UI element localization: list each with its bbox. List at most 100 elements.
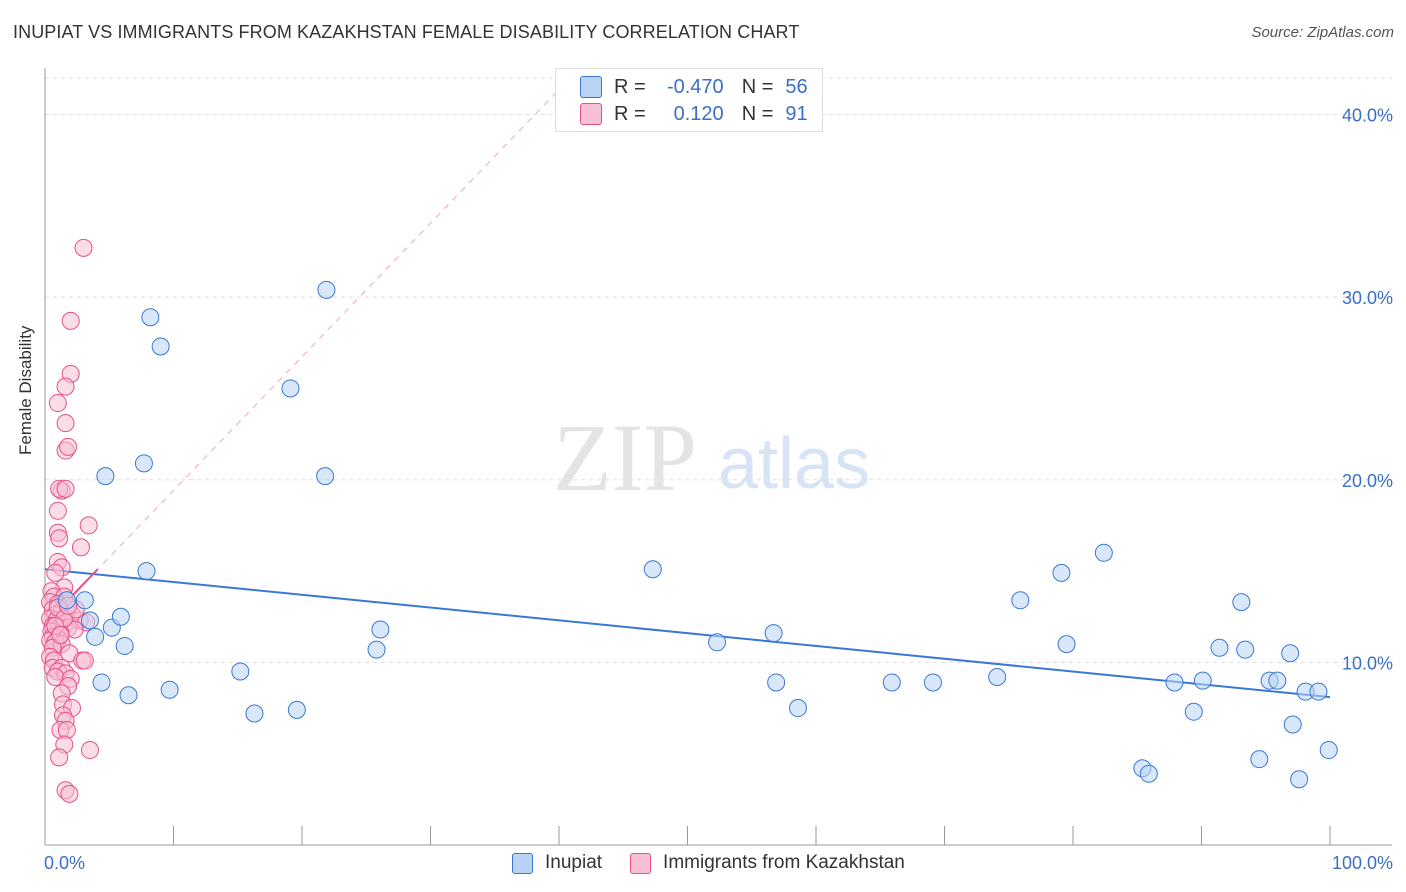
- scatter-point: [767, 673, 786, 692]
- scatter-point: [137, 562, 156, 581]
- scatter-point: [74, 238, 93, 257]
- scatter-point: [115, 636, 134, 655]
- scatter-point: [1193, 671, 1212, 690]
- scatter-point: [96, 467, 115, 486]
- watermark-zip: ZIP: [553, 404, 697, 511]
- scatter-point: [245, 704, 264, 723]
- source-label: Source: ZipAtlas.com: [1251, 24, 1394, 41]
- legend-row-inupiat: R = -0.470 N = 56: [580, 75, 808, 99]
- scatter-point: [50, 748, 69, 767]
- scatter-point: [1268, 671, 1287, 690]
- scatter-point: [59, 437, 78, 456]
- legend-r-value: 0.120: [673, 102, 724, 125]
- y-tick-label: 20.0%: [1342, 471, 1393, 491]
- scatter-point: [141, 308, 160, 327]
- legend-swatch-pink: [580, 103, 602, 125]
- legend-swatch-pink: [630, 852, 652, 874]
- legend-label: Inupiat: [545, 852, 603, 873]
- scatter-point: [57, 720, 76, 739]
- scatter-point: [1210, 638, 1229, 657]
- legend-r-value: -0.470: [666, 75, 724, 98]
- correlation-legend: R = -0.470 N = 56 R = 0.120 N = 91: [555, 68, 823, 132]
- legend-r-label: R =: [614, 75, 646, 98]
- legend-item-inupiat[interactable]: Inupiat: [512, 852, 602, 874]
- legend-r-label: R =: [614, 102, 646, 125]
- scatter-point: [1094, 543, 1113, 562]
- scatter-point: [1232, 593, 1251, 612]
- scatter-point: [1139, 764, 1158, 783]
- scatter-point: [56, 479, 75, 498]
- scatter-point: [371, 620, 390, 639]
- scatter-point: [75, 651, 94, 670]
- scatter-point: [61, 311, 80, 330]
- scatter-point: [119, 686, 138, 705]
- x-tick-label-end: 100.0%: [1332, 853, 1393, 873]
- scatter-point: [79, 516, 98, 535]
- legend-item-kazakhstan[interactable]: Immigrants from Kazakhstan: [630, 852, 905, 874]
- legend-n-value: 91: [785, 102, 808, 125]
- scatter-point: [80, 611, 99, 630]
- legend-swatch-blue: [580, 76, 602, 98]
- scatter-point: [367, 640, 386, 659]
- legend-n-value: 56: [785, 75, 808, 98]
- chart-title: INUPIAT VS IMMIGRANTS FROM KAZAKHSTAN FE…: [13, 22, 800, 42]
- scatter-point: [1319, 741, 1338, 760]
- scatter-point: [789, 699, 808, 718]
- scatter-point: [643, 560, 662, 579]
- scatter-point: [71, 538, 90, 557]
- scatter-point: [923, 673, 942, 692]
- scatter-point: [281, 379, 300, 398]
- legend-label: Immigrants from Kazakhstan: [663, 852, 905, 873]
- scatter-point: [1052, 563, 1071, 582]
- legend-row-kazakhstan: R = 0.120 N = 91: [580, 102, 808, 126]
- blue-trend-line: [44, 568, 1331, 699]
- scatter-point: [1057, 635, 1076, 654]
- scatter-point: [57, 591, 76, 610]
- scatter-point: [1250, 750, 1269, 769]
- scatter-point: [988, 667, 1007, 686]
- scatter-point: [48, 501, 67, 520]
- scatter-point: [287, 700, 306, 719]
- legend-swatch-blue: [512, 852, 533, 874]
- scatter-point: [1281, 644, 1300, 663]
- scatter-point: [60, 784, 79, 803]
- y-tick-label: 10.0%: [1342, 653, 1393, 673]
- scatter-point: [75, 591, 94, 610]
- scatter-point: [316, 467, 335, 486]
- watermark-atlas: atlas: [718, 424, 870, 504]
- scatter-point: [1236, 640, 1255, 659]
- x-tick-label-start: 0.0%: [44, 853, 85, 873]
- scatter-point: [1309, 682, 1328, 701]
- scatter-point: [56, 414, 75, 433]
- scatter-point: [1283, 715, 1302, 734]
- scatter-point: [86, 627, 105, 646]
- scatter-point: [1011, 591, 1030, 610]
- scatter-point: [56, 377, 75, 396]
- legend-n-label: N =: [741, 75, 774, 98]
- scatter-point: [92, 673, 111, 692]
- scatter-point: [764, 624, 783, 643]
- scatter-point: [46, 563, 65, 582]
- scatter-point: [134, 454, 153, 473]
- scatter-point: [50, 529, 69, 548]
- scatter-point: [1184, 702, 1203, 721]
- scatter-point: [1165, 673, 1184, 692]
- y-tick-label: 40.0%: [1342, 106, 1393, 126]
- scatter-point: [882, 673, 901, 692]
- pink-trend-extension: [44, 77, 571, 625]
- scatter-point: [80, 741, 99, 760]
- y-axis-label: Female Disability: [16, 325, 35, 455]
- series-legend: Inupiat Immigrants from Kazakhstan: [512, 852, 933, 874]
- scatter-point: [231, 662, 250, 681]
- scatter-point: [708, 633, 727, 652]
- y-tick-label: 30.0%: [1342, 288, 1393, 308]
- scatter-point: [51, 625, 70, 644]
- scatter-point: [317, 280, 336, 299]
- legend-n-label: N =: [741, 102, 774, 125]
- scatter-point: [160, 680, 179, 699]
- scatter-point: [48, 394, 67, 413]
- scatter-point: [151, 337, 170, 356]
- scatter-point: [111, 607, 130, 626]
- scatter-point: [1290, 770, 1309, 789]
